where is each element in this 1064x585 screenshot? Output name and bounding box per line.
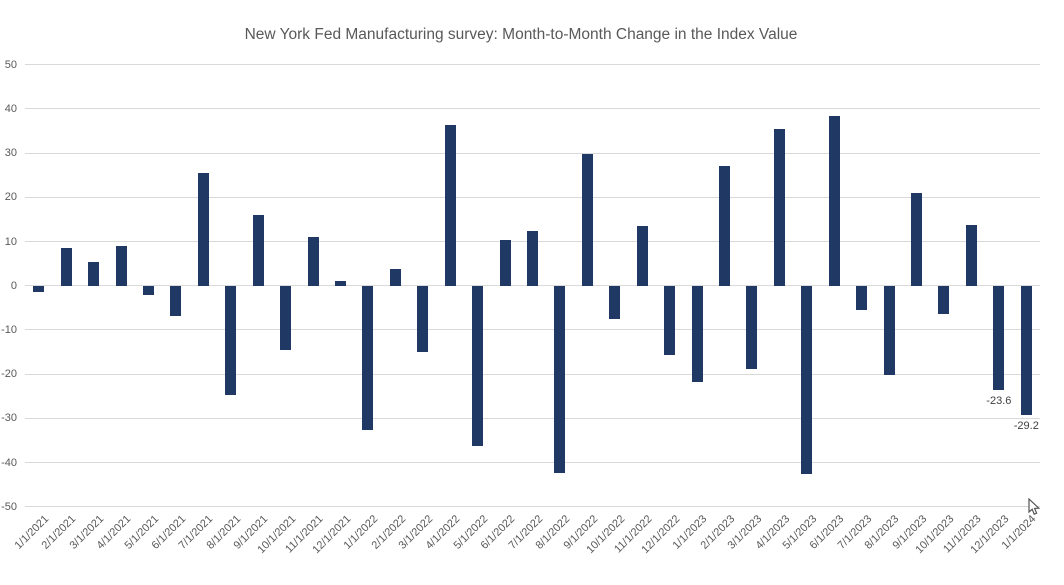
bar[interactable] bbox=[60, 247, 72, 286]
bar[interactable] bbox=[773, 129, 785, 286]
bar[interactable] bbox=[609, 285, 621, 320]
bar[interactable] bbox=[664, 285, 676, 356]
bar[interactable] bbox=[965, 225, 977, 286]
bar[interactable] bbox=[33, 285, 45, 292]
y-axis-tick-label: 0 bbox=[10, 279, 17, 292]
bar[interactable] bbox=[581, 153, 593, 286]
y-axis-tick-label: -50 bbox=[1, 500, 17, 513]
bar[interactable] bbox=[115, 246, 127, 286]
bar[interactable] bbox=[719, 165, 731, 286]
bar[interactable] bbox=[911, 193, 923, 286]
bar-data-label: -29.2 bbox=[1013, 419, 1039, 432]
bar[interactable] bbox=[280, 285, 292, 350]
bar[interactable] bbox=[691, 285, 703, 382]
bar[interactable] bbox=[938, 285, 950, 315]
y-axis-tick-label: -10 bbox=[1, 323, 17, 336]
bar[interactable] bbox=[252, 214, 264, 286]
bar[interactable] bbox=[856, 285, 868, 310]
y-axis-tick-label: 20 bbox=[4, 191, 17, 204]
gridline bbox=[25, 285, 1040, 287]
bar[interactable] bbox=[883, 285, 895, 375]
y-axis-tick-label: -40 bbox=[1, 456, 17, 469]
bar[interactable] bbox=[1020, 285, 1032, 415]
bar[interactable] bbox=[142, 285, 154, 295]
bar[interactable] bbox=[746, 285, 758, 369]
y-axis-tick-label: 50 bbox=[4, 58, 17, 71]
bar[interactable] bbox=[225, 285, 237, 395]
bar[interactable] bbox=[499, 239, 511, 286]
gridline bbox=[25, 373, 1040, 375]
bar[interactable] bbox=[472, 285, 484, 446]
bar[interactable] bbox=[417, 285, 429, 352]
chart-title: New York Fed Manufacturing survey: Month… bbox=[244, 26, 798, 43]
bar[interactable] bbox=[828, 115, 840, 286]
bar[interactable] bbox=[88, 262, 100, 286]
bar[interactable] bbox=[993, 285, 1005, 390]
gridline bbox=[25, 108, 1040, 110]
gridline bbox=[25, 506, 1040, 508]
y-axis-tick-label: 10 bbox=[4, 235, 17, 248]
bar[interactable] bbox=[527, 231, 538, 286]
bar-data-label: -23.6 bbox=[986, 395, 1012, 407]
bar[interactable] bbox=[197, 172, 209, 286]
bar[interactable] bbox=[307, 236, 319, 286]
bar[interactable] bbox=[801, 285, 813, 474]
y-axis-tick-label: -30 bbox=[1, 412, 17, 425]
bar[interactable] bbox=[170, 285, 182, 317]
bar[interactable] bbox=[554, 285, 566, 474]
y-axis-tick-label: 30 bbox=[4, 147, 17, 160]
mouse-cursor-icon bbox=[1028, 498, 1041, 515]
bar[interactable] bbox=[362, 285, 374, 430]
bar[interactable] bbox=[334, 281, 346, 286]
gridline bbox=[25, 329, 1040, 331]
bar[interactable] bbox=[389, 268, 401, 286]
bar[interactable] bbox=[444, 124, 456, 286]
gridline bbox=[25, 64, 1040, 66]
bar[interactable] bbox=[636, 225, 648, 286]
gridline bbox=[25, 462, 1040, 463]
y-axis-tick-label: 40 bbox=[4, 102, 17, 115]
gridline bbox=[25, 196, 1040, 198]
gridline bbox=[25, 152, 1040, 154]
y-axis-tick-label: -20 bbox=[1, 368, 17, 381]
gridline bbox=[25, 417, 1040, 419]
